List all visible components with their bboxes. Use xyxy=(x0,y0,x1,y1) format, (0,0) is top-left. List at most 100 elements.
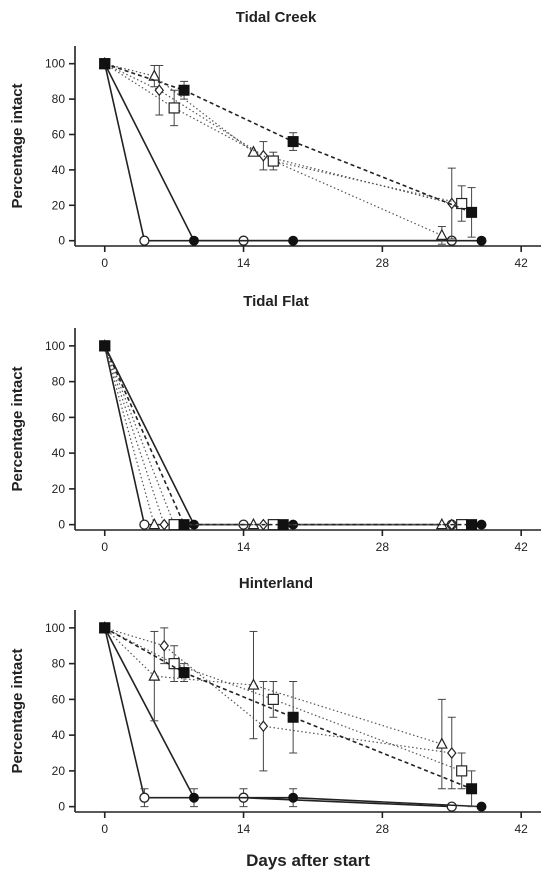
series-line xyxy=(104,627,482,808)
y-tick-label: 0 xyxy=(58,234,65,248)
series-line xyxy=(104,62,472,214)
data-point-open-diamond xyxy=(154,84,165,97)
x-tick-label: 28 xyxy=(376,256,390,270)
y-axis-label: Percentage intact xyxy=(9,83,26,208)
series-filled-square xyxy=(99,340,478,531)
data-point-filled-square xyxy=(466,519,478,531)
y-tick-label: 80 xyxy=(52,92,66,106)
y-axis-label: Percentage intact xyxy=(9,366,26,491)
y-tick-label: 60 xyxy=(52,692,66,706)
series-line xyxy=(104,63,462,205)
data-point-open-triangle xyxy=(148,517,161,530)
data-point-filled-circle xyxy=(188,235,199,246)
y-tick-label: 40 xyxy=(52,163,66,177)
data-point-open-diamond xyxy=(159,518,170,531)
x-tick-label: 42 xyxy=(514,540,528,554)
y-tick-label: 100 xyxy=(45,621,65,635)
data-point-open-square xyxy=(456,765,468,777)
series-open-diamond xyxy=(99,339,457,531)
series-line xyxy=(104,345,482,526)
panel-3: Hinterland Percentage intact 0 20 40 60 80 100 0… xyxy=(9,575,541,836)
data-point-filled-square xyxy=(178,84,190,96)
data-point-filled-square xyxy=(277,519,289,531)
data-point-open-square xyxy=(168,102,180,114)
series-line xyxy=(104,627,462,772)
series-line xyxy=(104,627,472,790)
data-point-open-circle xyxy=(139,235,150,246)
y-tick-label: 40 xyxy=(52,446,66,460)
panel-2: Tidal Flat Percentage intact 0 20 40 60 80 100 0… xyxy=(9,293,541,554)
data-point-open-square xyxy=(267,155,279,167)
y-tick-label: 80 xyxy=(52,657,66,671)
x-tick-label: 0 xyxy=(101,822,108,836)
series-line xyxy=(104,345,452,526)
data-point-filled-square xyxy=(466,783,478,795)
data-point-open-circle xyxy=(446,801,457,812)
x-tick-label: 42 xyxy=(514,256,528,270)
data-point-open-triangle xyxy=(435,737,448,749)
data-point-filled-square xyxy=(99,58,111,70)
series-line xyxy=(104,63,482,242)
data-point-filled-circle xyxy=(476,235,487,246)
data-point-open-triangle xyxy=(247,145,260,157)
data-point-open-diamond xyxy=(258,720,269,733)
series-open-triangle xyxy=(98,621,448,790)
x-tick-label: 0 xyxy=(101,540,108,554)
x-tick-label: 0 xyxy=(101,256,108,270)
data-point-filled-square xyxy=(466,206,478,218)
data-point-filled-circle xyxy=(288,235,299,246)
series-open-circle xyxy=(99,340,457,530)
panel-title: Tidal Flat xyxy=(243,293,309,310)
y-tick-label: 60 xyxy=(52,410,66,424)
panel-title: Hinterland xyxy=(239,575,313,592)
y-tick-label: 80 xyxy=(52,375,66,389)
data-point-filled-square xyxy=(178,519,190,531)
panel-title: Tidal Creek xyxy=(236,9,317,26)
data-point-filled-square xyxy=(99,622,111,634)
series-open-square xyxy=(99,340,468,531)
data-point-open-circle xyxy=(139,792,150,803)
data-point-filled-circle xyxy=(288,792,299,803)
data-point-open-diamond xyxy=(258,149,269,162)
panel-1: Tidal Creek Percentage intact 0 20 40 60 80 100… xyxy=(9,9,541,270)
y-tick-label: 100 xyxy=(45,339,65,353)
data-point-filled-square xyxy=(99,340,111,352)
data-point-open-square xyxy=(168,519,180,531)
data-point-open-triangle xyxy=(148,669,161,681)
series-filled-circle xyxy=(99,622,487,812)
series-line xyxy=(104,627,452,754)
series-open-circle xyxy=(99,622,457,812)
x-tick-label: 42 xyxy=(514,822,528,836)
x-tick-label: 14 xyxy=(237,540,251,554)
y-tick-label: 20 xyxy=(52,764,66,778)
series-line xyxy=(104,345,462,526)
data-point-filled-circle xyxy=(476,519,487,530)
data-point-filled-square xyxy=(287,711,299,723)
y-tick-label: 0 xyxy=(58,518,65,532)
series-line xyxy=(104,345,442,526)
data-point-open-diamond xyxy=(446,747,457,759)
x-tick-label: 14 xyxy=(237,256,251,270)
series-filled-circle xyxy=(99,340,487,530)
data-point-filled-square xyxy=(287,136,299,148)
series-line xyxy=(104,345,472,526)
x-tick-label: 28 xyxy=(376,540,390,554)
series-filled-square xyxy=(99,622,478,808)
y-tick-label: 20 xyxy=(52,482,66,496)
x-tick-label: 14 xyxy=(237,822,251,836)
data-point-filled-circle xyxy=(476,801,487,812)
y-tick-label: 0 xyxy=(58,800,65,814)
data-point-filled-circle xyxy=(188,792,199,803)
y-tick-label: 100 xyxy=(45,57,65,71)
series-filled-square xyxy=(99,58,478,238)
data-point-open-diamond xyxy=(159,639,170,652)
data-point-open-circle xyxy=(139,519,150,530)
series-line xyxy=(103,345,452,526)
data-point-open-triangle xyxy=(247,678,260,690)
y-tick-label: 20 xyxy=(52,198,66,212)
series-line xyxy=(103,627,452,808)
y-axis-label: Percentage intact xyxy=(9,648,26,773)
series-open-triangle xyxy=(98,339,448,530)
x-axis-label: Days after start xyxy=(246,851,370,870)
